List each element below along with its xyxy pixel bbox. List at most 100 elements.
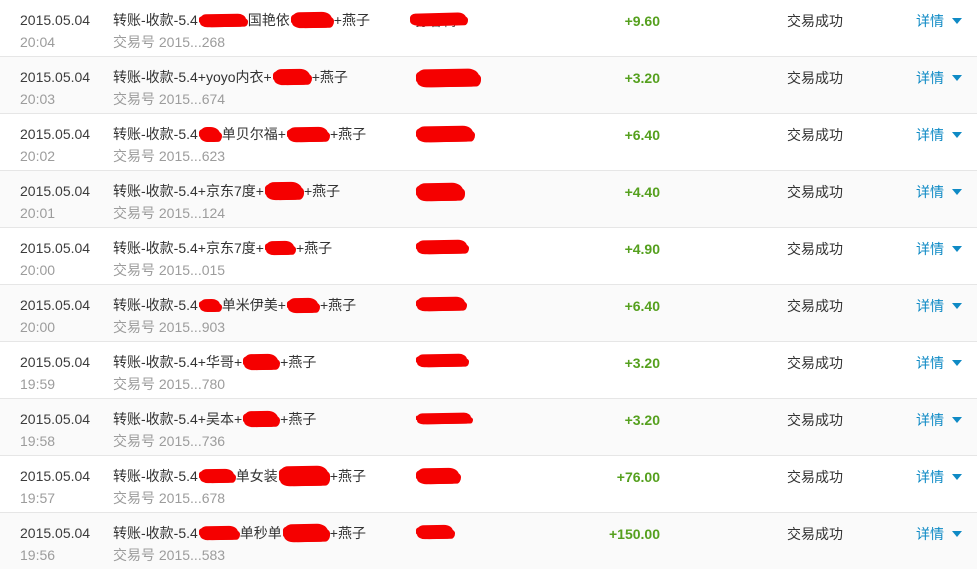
redaction-mark	[279, 465, 328, 487]
transaction-time: 20:02	[20, 148, 56, 164]
counterparty-cell	[413, 171, 520, 206]
description-text: +燕子	[329, 126, 367, 142]
detail-link[interactable]: 详情	[916, 411, 962, 429]
transaction-date: 2015.05.04	[20, 411, 91, 427]
detail-link-label: 详情	[916, 13, 944, 29]
table-row: 2015.05.04 20:00 转账-收款-5.4+京东7度+ +燕子 交易号 …	[0, 228, 977, 285]
status-label: 交易成功	[787, 298, 843, 314]
transaction-time: 20:04	[20, 34, 56, 50]
status-label: 交易成功	[787, 127, 843, 143]
redaction-mark	[199, 13, 246, 27]
status-label: 交易成功	[787, 184, 843, 200]
description-cell: 转账-收款-5.4 单贝尔福+ +燕子 交易号 2015...623	[113, 114, 413, 166]
amount-value: +9.60	[624, 13, 660, 29]
detail-link[interactable]: 详情	[916, 183, 962, 201]
table-row: 2015.05.04 20:01 转账-收款-5.4+京东7度+ +燕子 交易号 …	[0, 171, 977, 228]
description-text: 转账-收款-5.4	[113, 297, 198, 313]
description-cell: 转账-收款-5.4+华哥+ +燕子 交易号 2015...780	[113, 342, 413, 394]
date-cell: 2015.05.04 20:02	[20, 114, 113, 166]
amount-value: +150.00	[609, 526, 660, 542]
detail-link[interactable]: 详情	[916, 126, 962, 144]
transaction-time: 19:57	[20, 490, 56, 506]
amount-value: +4.90	[624, 241, 660, 257]
description-cell: 转账-收款-5.4+yoyo内衣+ +燕子 交易号 2015...674	[113, 57, 413, 109]
redaction-mark	[244, 410, 279, 428]
detail-link[interactable]: 详情	[916, 240, 962, 258]
detail-cell: 详情	[916, 0, 962, 31]
transaction-time: 19:59	[20, 376, 56, 392]
chevron-down-icon	[952, 132, 962, 138]
detail-cell: 详情	[916, 57, 962, 88]
counterparty-cell	[413, 114, 520, 147]
counterparty-cell	[413, 57, 520, 92]
description-text: 单贝尔福+	[221, 126, 286, 142]
table-row: 2015.05.04 20:03 转账-收款-5.4+yoyo内衣+ +燕子 交易…	[0, 57, 977, 114]
redaction-mark	[244, 353, 279, 371]
counterparty-cell	[413, 456, 520, 489]
transaction-description: 转账-收款-5.4+华哥+ +燕子	[113, 352, 413, 372]
detail-link-label: 详情	[916, 184, 944, 200]
detail-link[interactable]: 详情	[916, 12, 962, 30]
chevron-down-icon	[952, 18, 962, 24]
status-label: 交易成功	[787, 412, 843, 428]
transaction-number: 交易号 2015...623	[113, 148, 226, 164]
redaction-mark	[287, 297, 319, 313]
detail-link[interactable]: 详情	[916, 297, 962, 315]
table-row: 2015.05.04 20:00 转账-收款-5.4 单米伊美+ +燕子 交易号 2…	[0, 285, 977, 342]
detail-link-label: 详情	[916, 241, 944, 257]
detail-link[interactable]: 详情	[916, 525, 962, 543]
counterparty-cell	[413, 342, 520, 372]
status-label: 交易成功	[787, 70, 843, 86]
description-cell: 转账-收款-5.4+京东7度+ +燕子 交易号 2015...124	[113, 171, 413, 223]
description-text: +燕子	[303, 183, 341, 199]
table-row: 2015.05.04 19:56 转账-收款-5.4 单秒单 +燕子 交易号 201…	[0, 513, 977, 569]
transaction-description: 转账-收款-5.4 国艳依 +燕子	[113, 10, 413, 30]
counterparty-cell	[413, 399, 520, 429]
transaction-date: 2015.05.04	[20, 297, 91, 313]
transaction-time: 20:03	[20, 91, 56, 107]
table-row: 2015.05.04 19:57 转账-收款-5.4 单女装 +燕子 交易号 201…	[0, 456, 977, 513]
redaction-mark	[416, 467, 460, 485]
detail-link[interactable]: 详情	[916, 354, 962, 372]
status-label: 交易成功	[787, 13, 843, 29]
counterparty-cell: 孙春梅	[409, 0, 520, 31]
detail-link-label: 详情	[916, 127, 944, 143]
amount-value: +3.20	[624, 355, 660, 371]
description-cell: 转账-收款-5.4 单秒单 +燕子 交易号 2015...583	[113, 513, 413, 565]
redaction-mark	[265, 240, 295, 256]
redaction-mark	[416, 68, 480, 88]
status-label: 交易成功	[787, 355, 843, 371]
date-cell: 2015.05.04 20:00	[20, 228, 113, 280]
date-cell: 2015.05.04 19:57	[20, 456, 113, 508]
detail-link[interactable]: 详情	[916, 468, 962, 486]
description-text: 转账-收款-5.4+华哥+	[113, 354, 243, 370]
description-cell: 转账-收款-5.4 单女装 +燕子 交易号 2015...678	[113, 456, 413, 508]
amount-value: +6.40	[624, 127, 660, 143]
transaction-date: 2015.05.04	[20, 183, 91, 199]
transaction-description: 转账-收款-5.4 单贝尔福+ +燕子	[113, 124, 413, 144]
description-text: 转账-收款-5.4	[113, 126, 198, 142]
counterparty-cell	[413, 228, 520, 259]
counterparty-name: 孙春梅	[409, 12, 467, 31]
transaction-number: 交易号 2015...780	[113, 376, 226, 392]
redaction-mark	[283, 523, 328, 543]
detail-cell: 详情	[916, 342, 962, 373]
description-text: 转账-收款-5.4+京东7度+	[113, 183, 264, 199]
redaction-mark	[273, 68, 310, 86]
transaction-date: 2015.05.04	[20, 12, 91, 28]
description-text: 转账-收款-5.4+京东7度+	[113, 240, 264, 256]
redaction-mark	[416, 412, 472, 425]
transaction-description: 转账-收款-5.4 单女装 +燕子	[113, 465, 413, 487]
transaction-time: 20:00	[20, 262, 56, 278]
detail-link[interactable]: 详情	[916, 69, 962, 87]
transaction-time: 19:58	[20, 433, 56, 449]
detail-link-label: 详情	[916, 469, 944, 485]
transaction-description: 转账-收款-5.4+yoyo内衣+ +燕子	[113, 67, 413, 87]
redaction-mark	[409, 12, 467, 26]
status-label: 交易成功	[787, 241, 843, 257]
chevron-down-icon	[952, 303, 962, 309]
amount-value: +3.20	[624, 70, 660, 86]
date-cell: 2015.05.04 19:59	[20, 342, 113, 394]
description-text: +燕子	[329, 468, 366, 484]
chevron-down-icon	[952, 360, 962, 366]
